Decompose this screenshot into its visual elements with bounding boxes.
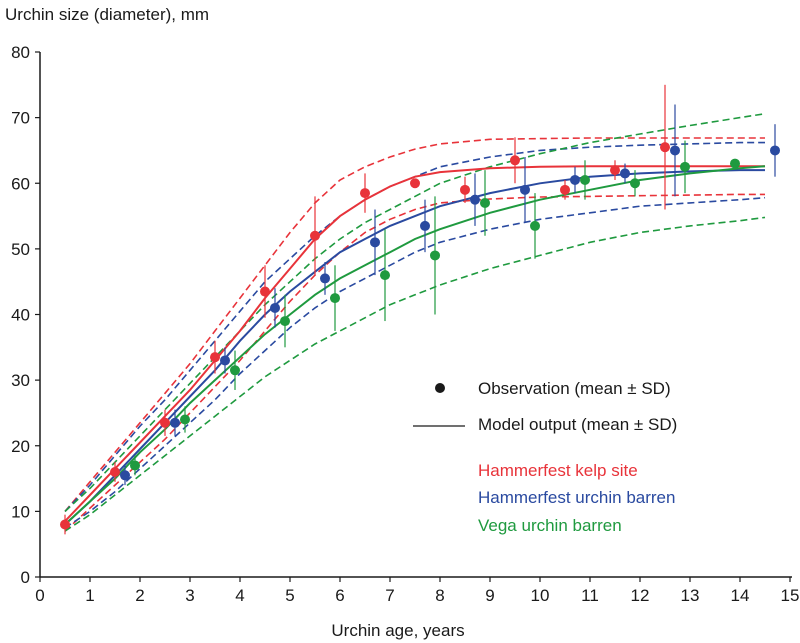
hammerfest-urchin-barren-model-upper-sd [64,141,765,512]
vega-urchin-barren-observation-point [730,158,740,169]
vega-urchin-barren-observation-point [280,316,290,327]
y-tick-label: 10 [11,502,30,521]
hammerfest-kelp-site-model-upper-sd [64,137,765,512]
hammerfest-urchin-barren-observation-point [520,184,530,195]
x-tick-label: 9 [485,586,494,605]
model-mean-lines [64,165,766,526]
y-tick-label: 20 [11,437,30,456]
x-tick-label: 11 [581,586,599,605]
hammerfest-kelp-site-observation-point [510,155,520,166]
hammerfest-urchin-barren-observation-point [770,145,780,156]
vega-urchin-barren-observation-point [580,174,590,185]
x-ticks: 0 1 2 3 4 5 6 7 8 9 10 11 12 13 14 15 [35,577,799,605]
x-tick-label: 1 [85,586,94,605]
hammerfest-kelp-site-observation-point [60,519,70,530]
x-tick-label: 14 [731,586,750,605]
vega-urchin-barren-observation-point [180,414,190,425]
hammerfest-kelp-site-observation-point [310,230,320,241]
x-tick-label: 3 [185,586,194,605]
x-tick-label: 15 [781,586,800,605]
hammerfest-urchin-barren-observation-point [220,355,230,366]
hammerfest-kelp-site-observation-point [410,178,420,189]
vega-urchin-barren-model-lower-sd [64,216,766,532]
observation-points [60,142,780,530]
x-tick-label: 5 [285,586,294,605]
x-tick-label: 4 [235,586,244,605]
vega-urchin-barren-observation-point [330,293,340,304]
vega-urchin-barren-observation-point [480,197,490,208]
hammerfest-kelp-site-observation-point [110,467,120,477]
hammerfest-kelp-site-model-lower-sd [64,193,765,532]
x-axis-title: Urchin age, years [331,621,464,640]
y-tick-label: 70 [11,109,30,128]
hammerfest-kelp-site-observation-point [160,417,170,428]
hammerfest-urchin-barren-observation-point [620,168,630,179]
vega-urchin-barren-observation-point [380,270,390,281]
vega-urchin-barren-model-upper-sd [64,112,766,512]
vega-urchin-barren-model-mean [64,165,766,526]
legend: Observation (mean ± SD) Model output (me… [413,379,677,535]
hammerfest-kelp-site-observation-point [660,142,670,153]
hammerfest-kelp-site-observation-point [360,188,370,199]
hammerfest-kelp-site-model-mean [64,165,765,522]
x-tick-label: 12 [631,586,650,605]
legend-model-label: Model output (mean ± SD) [478,415,677,434]
model-sd-lines [64,112,766,532]
hammerfest-urchin-barren-observation-point [420,220,430,231]
hammerfest-kelp-site-observation-point [210,352,220,363]
vega-urchin-barren-observation-point [630,178,640,189]
x-tick-label: 10 [531,586,550,605]
hammerfest-urchin-barren-observation-point [670,145,680,156]
x-tick-label: 13 [681,586,700,605]
y-tick-label: 60 [11,174,30,193]
hammerfest-kelp-site-observation-point [560,184,570,195]
vega-urchin-barren-observation-point [680,161,690,172]
vega-urchin-barren-observation-point [430,250,440,261]
hammerfest-urchin-barren-observation-point [320,273,330,284]
hammerfest-kelp-site-observation-point [260,286,270,297]
x-tick-label: 8 [435,586,444,605]
y-tick-label: 40 [11,306,30,325]
legend-observation-marker [435,383,445,393]
hammerfest-urchin-barren-observation-point [470,194,480,205]
hammerfest-urchin-barren-observation-point [120,470,130,481]
y-tick-label: 50 [11,240,30,259]
observation-error-bars [64,84,776,535]
legend-observation-label: Observation (mean ± SD) [478,379,671,398]
hammerfest-urchin-barren-observation-point [370,237,380,248]
legend-site-vega-barren: Vega urchin barren [478,516,622,535]
x-tick-label: 2 [135,586,144,605]
y-tick-label: 0 [21,568,30,587]
hammerfest-urchin-barren-model-mean [64,169,765,526]
y-tick-label: 80 [11,43,30,62]
hammerfest-kelp-site-observation-point [460,184,470,195]
hammerfest-kelp-site-observation-point [610,165,620,176]
legend-site-hammerfest-kelp: Hammerfest kelp site [478,461,638,480]
legend-site-hammerfest-barren: Hammerfest urchin barren [478,488,675,507]
hammerfest-urchin-barren-model-lower-sd [64,196,766,529]
vega-urchin-barren-observation-point [130,460,140,471]
hammerfest-urchin-barren-observation-point [170,417,180,428]
vega-urchin-barren-observation-point [530,220,540,231]
x-tick-label: 6 [335,586,344,605]
hammerfest-urchin-barren-observation-point [570,174,580,185]
y-ticks: 0 10 20 30 40 50 60 70 80 [11,43,40,587]
x-tick-label: 0 [35,586,44,605]
vega-urchin-barren-observation-point [230,365,240,376]
y-tick-label: 30 [11,371,30,390]
hammerfest-urchin-barren-observation-point [270,302,280,313]
x-tick-label: 7 [385,586,394,605]
y-axis-title: Urchin size (diameter), mm [5,5,209,24]
